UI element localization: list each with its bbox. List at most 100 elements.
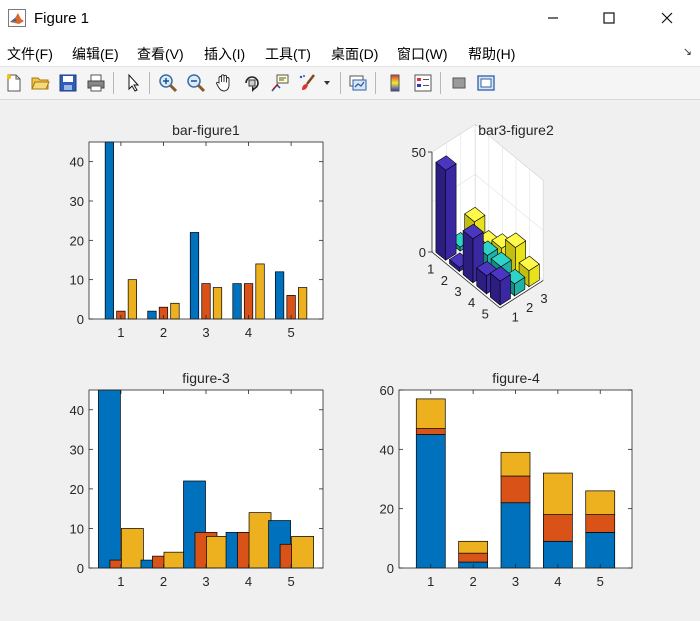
menu-window[interactable]: 窗口(W)	[397, 46, 448, 62]
y-tick-label: 10	[70, 521, 84, 536]
x-tick-label: 5	[287, 325, 294, 340]
maximize-button[interactable]	[586, 0, 632, 36]
bar-segment	[458, 552, 488, 563]
y-tick-label: 0	[77, 312, 84, 327]
insert-colorbar-icon[interactable]	[384, 72, 406, 94]
bar	[243, 283, 254, 320]
x-tick-label: 3	[512, 574, 519, 589]
close-icon	[661, 12, 673, 24]
bar	[206, 536, 229, 569]
y-tick-label: 60	[380, 383, 394, 398]
bar-segment	[585, 514, 616, 533]
menu-edit[interactable]: 编辑(E)	[72, 46, 119, 62]
pan-hand-icon[interactable]	[213, 72, 235, 94]
bar-segment	[500, 475, 531, 504]
bar	[98, 389, 121, 569]
open-file-icon[interactable]	[29, 72, 51, 94]
zoom-in-icon[interactable]	[157, 72, 179, 94]
insert-legend-icon[interactable]	[412, 72, 434, 94]
chart-title: figure-4	[492, 370, 540, 386]
menu-help[interactable]: 帮助(H)	[468, 46, 516, 62]
bar	[255, 263, 265, 320]
row-tick-label: 2	[441, 273, 448, 288]
toolbar-separator	[340, 72, 341, 94]
bar-segment	[415, 434, 446, 569]
y-tick-label: 20	[380, 502, 394, 517]
x-tick-label: 4	[554, 574, 561, 589]
axes-figure-4[interactable]: 0 20 40 60 1 2 3 4 5 figure-4	[380, 370, 633, 589]
menu-file[interactable]: 文件(F)	[7, 46, 53, 62]
z-tick-label: 50	[412, 145, 426, 160]
bar-segment	[500, 502, 531, 569]
bar-segment	[543, 472, 573, 515]
menu-insert[interactable]: 插入(I)	[204, 46, 246, 62]
bar-segment	[585, 490, 616, 515]
close-button[interactable]	[644, 0, 690, 36]
bar-segment	[500, 451, 531, 477]
bar3-top-face	[435, 155, 457, 171]
x-tick-label: 3	[202, 325, 209, 340]
y-tick-label: 40	[70, 155, 84, 170]
dock-arrow-icon[interactable]: ↘	[682, 46, 692, 58]
toolbar	[0, 67, 700, 100]
y-tick-label: 0	[77, 561, 84, 576]
x-tick-label: 2	[160, 574, 167, 589]
bar	[297, 287, 308, 320]
x-tick-label: 2	[160, 325, 167, 340]
bar3-side-face	[462, 230, 474, 284]
bar	[163, 551, 187, 569]
minimize-icon	[548, 17, 558, 19]
bar	[189, 232, 200, 320]
save-icon[interactable]	[57, 72, 79, 94]
plot-frame	[88, 389, 324, 569]
y-tick-label: 40	[380, 442, 394, 457]
show-plot-tools-icon[interactable]	[475, 72, 497, 94]
plot-frame	[88, 141, 324, 320]
chart-title: figure-3	[182, 370, 230, 386]
title-bar: Figure 1	[0, 0, 700, 38]
y-tick-label: 30	[70, 194, 84, 209]
bar3-top-face	[504, 232, 527, 248]
link-plot-icon[interactable]	[347, 72, 369, 94]
axes-figure-3[interactable]: 0 10 20 30 40 1 2 3 4 5 figure-3	[70, 370, 324, 589]
bar3-front-face	[445, 163, 457, 261]
brush-icon[interactable]	[297, 72, 319, 94]
print-icon[interactable]	[85, 72, 107, 94]
x-tick-label: 5	[597, 574, 604, 589]
row-tick-label: 1	[427, 262, 434, 277]
pointer-icon[interactable]	[122, 72, 144, 94]
data-cursor-icon[interactable]	[269, 72, 291, 94]
bar	[170, 302, 180, 320]
rotate-3d-icon[interactable]	[241, 72, 263, 94]
x-tick-label: 3	[202, 574, 209, 589]
bar3-side-face	[435, 161, 447, 261]
toolbar-separator	[440, 72, 441, 94]
window-title: Figure 1	[34, 10, 90, 27]
bar	[274, 271, 285, 320]
bar	[147, 310, 157, 320]
matlab-logo-icon	[8, 9, 26, 27]
row-axis-line	[431, 251, 501, 309]
bar	[291, 536, 314, 569]
brush-dropdown-icon[interactable]	[321, 72, 333, 94]
x-tick-label: 1	[117, 574, 124, 589]
menu-desktop[interactable]: 桌面(D)	[331, 46, 379, 62]
axes-bar-figure1[interactable]: 0 10 20 30 40 1 2 3 4 5 bar-figure1	[70, 122, 324, 340]
zoom-out-icon[interactable]	[185, 72, 207, 94]
new-figure-icon[interactable]	[3, 72, 25, 94]
y-tick-label: 20	[70, 233, 84, 248]
minimize-button[interactable]	[530, 0, 576, 36]
hide-plot-tools-icon[interactable]	[448, 72, 470, 94]
column-axis-line	[499, 280, 544, 309]
menu-bar: 文件(F) 编辑(E) 查看(V) 插入(I) 工具(T) 桌面(D) 窗口(W…	[0, 38, 700, 67]
x-tick-label: 2	[470, 574, 477, 589]
menu-tools[interactable]: 工具(T)	[265, 46, 311, 62]
menu-view[interactable]: 查看(V)	[137, 46, 184, 62]
x-tick-label: 4	[245, 325, 252, 340]
x-tick-label: 5	[287, 574, 294, 589]
figure-canvas: 0 10 20 30 40 1 2 3 4 5 bar-figure1 0 50 1 2 3 4 5 1 2 3 b…	[0, 100, 700, 621]
toolbar-separator	[149, 72, 150, 94]
row-tick-label: 3	[454, 284, 461, 299]
toolbar-separator	[375, 72, 376, 94]
